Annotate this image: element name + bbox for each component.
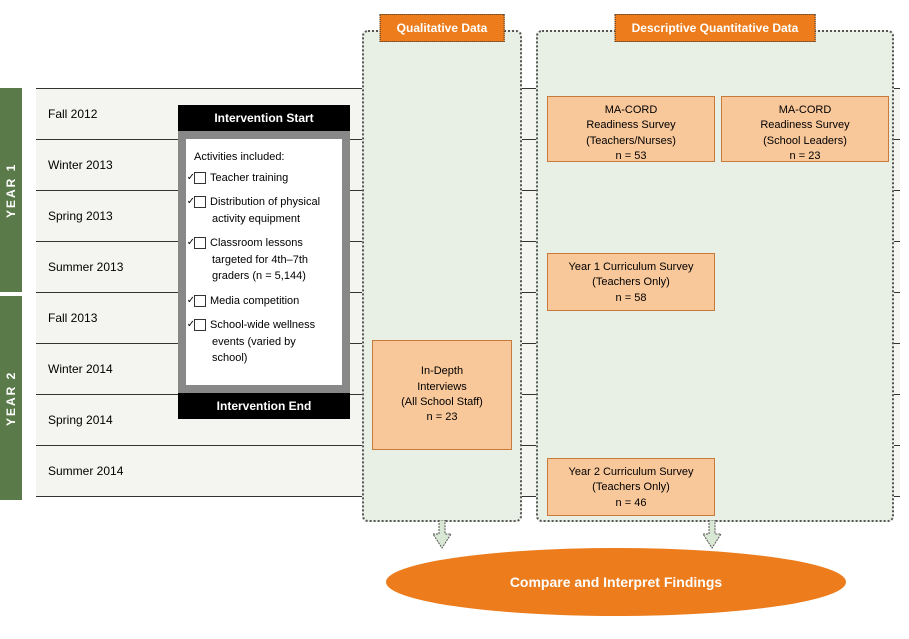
arrow-down-icon bbox=[430, 520, 454, 550]
intervention-body: Activities included: ✓Teacher training ✓… bbox=[178, 131, 350, 393]
quantitative-header: Descriptive Quantitative Data bbox=[615, 14, 816, 42]
year-1-label: YEAR 1 bbox=[0, 88, 22, 292]
qualitative-header: Qualitative Data bbox=[380, 14, 505, 42]
activity-item: ✓Distribution of physical activity equip… bbox=[212, 194, 334, 227]
readiness-survey-leaders: MA-CORD Readiness Survey (School Leaders… bbox=[721, 96, 889, 162]
checkbox-icon: ✓ bbox=[194, 295, 206, 307]
in-depth-interviews: In-Depth Interviews (All School Staff) n… bbox=[372, 340, 512, 450]
arrow-down-icon bbox=[700, 520, 724, 550]
year-2-label: YEAR 2 bbox=[0, 296, 22, 500]
intervention-intro: Activities included: bbox=[194, 149, 334, 166]
year2-curriculum-survey: Year 2 Curriculum Survey (Teachers Only)… bbox=[547, 458, 715, 516]
activity-item: ✓Media competition bbox=[212, 293, 334, 310]
activity-item: ✓Teacher training bbox=[212, 170, 334, 187]
intervention-box: Intervention Start Activities included: … bbox=[178, 105, 350, 419]
year1-curriculum-survey: Year 1 Curriculum Survey (Teachers Only)… bbox=[547, 253, 715, 311]
activity-item: ✓Classroom lessons targeted for 4th–7th … bbox=[212, 235, 334, 285]
checkbox-icon: ✓ bbox=[194, 319, 206, 331]
checkbox-icon: ✓ bbox=[194, 237, 206, 249]
intervention-start: Intervention Start bbox=[178, 105, 350, 131]
diagram-container: YEAR 1 YEAR 2 Fall 2012 Winter 2013 Spri… bbox=[0, 0, 909, 639]
readiness-survey-teachers: MA-CORD Readiness Survey (Teachers/Nurse… bbox=[547, 96, 715, 162]
intervention-end: Intervention End bbox=[178, 393, 350, 419]
checkbox-icon: ✓ bbox=[194, 172, 206, 184]
activity-item: ✓School-wide wellness events (varied by … bbox=[212, 317, 334, 367]
checkbox-icon: ✓ bbox=[194, 196, 206, 208]
findings-oval: Compare and Interpret Findings bbox=[386, 548, 846, 616]
